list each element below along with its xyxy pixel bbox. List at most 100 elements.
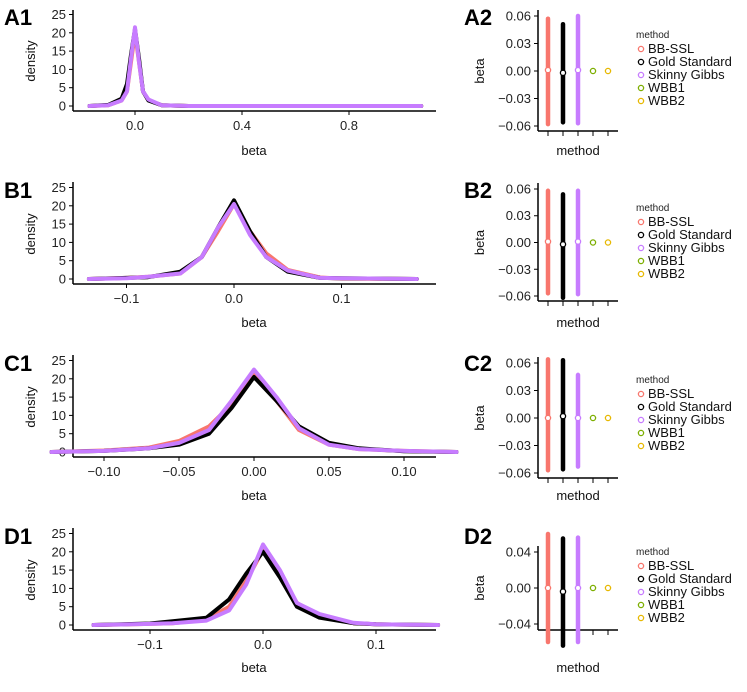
x-axis-label: beta	[241, 315, 267, 330]
point-estimate-wbb1	[589, 67, 597, 75]
density-line-bb-ssl	[49, 373, 459, 454]
legend-title: method	[636, 375, 669, 386]
x-tick-label: 0.1	[367, 637, 385, 652]
legend-key	[637, 429, 645, 437]
y-tick-label: 20	[52, 25, 66, 40]
density-line-bb-ssl	[91, 548, 441, 627]
legend-item: Gold Standard	[648, 571, 732, 586]
y-tick-label: 5	[59, 599, 66, 614]
legend-key	[637, 390, 645, 398]
legend-item: WBB1	[648, 253, 685, 268]
x-tick-label: −0.10	[88, 464, 121, 479]
point-estimate-wbb1	[589, 414, 597, 422]
y-tick-label: 0.00	[506, 235, 531, 250]
y-tick-label: 20	[52, 198, 66, 213]
legend-title: method	[636, 203, 669, 214]
y-tick-label: −0.03	[498, 438, 531, 453]
legend-title: method	[636, 547, 669, 558]
legend-item: WBB1	[648, 425, 685, 440]
density-line-skinny-gibbs	[49, 367, 459, 454]
legend-key	[637, 231, 645, 239]
x-axis-label: beta	[241, 143, 267, 158]
y-tick-label: −0.03	[498, 262, 531, 277]
y-tick-label: 0.03	[506, 36, 531, 51]
legend-item: WBB2	[648, 438, 685, 453]
legend-key	[637, 45, 645, 53]
point-estimate-gold-standard	[559, 69, 567, 77]
point-estimate-bb-ssl	[544, 414, 552, 422]
x-tick-label: 0.1	[332, 291, 350, 306]
legend-item: BB-SSL	[648, 386, 694, 401]
y-tick-label: 15	[52, 217, 66, 232]
legend-key	[637, 416, 645, 424]
legend-key	[637, 84, 645, 92]
x-tick-label: −0.1	[137, 637, 163, 652]
y-tick-label: 0.00	[506, 64, 531, 79]
legend-item: WBB1	[648, 80, 685, 95]
point-estimate-skinny-gibbs	[574, 414, 582, 422]
panel-label: B1	[4, 178, 32, 203]
density-line-skinny-gibbs	[91, 542, 441, 627]
legend-key	[637, 71, 645, 79]
y-tick-label: 25	[52, 180, 66, 195]
legend-item: Skinny Gibbs	[648, 240, 725, 255]
point-estimate-wbb2	[604, 67, 612, 75]
point-estimate-skinny-gibbs	[574, 238, 582, 245]
y-tick-label: −0.06	[498, 466, 531, 481]
legend-item: BB-SSL	[648, 41, 694, 56]
legend-item: BB-SSL	[648, 558, 694, 573]
legend-title: method	[636, 30, 669, 41]
legend-item: Skinny Gibbs	[648, 67, 725, 82]
x-tick-label: −0.1	[114, 291, 140, 306]
point-estimate-wbb2	[604, 584, 612, 592]
point-estimate-gold-standard	[559, 241, 567, 248]
y-tick-label: −0.03	[498, 91, 531, 106]
x-tick-label: 0.4	[233, 118, 251, 133]
y-tick-label: −0.06	[498, 119, 531, 134]
legend-key	[637, 588, 645, 596]
y-tick-label: 20	[52, 544, 66, 559]
point-estimate-bb-ssl	[544, 584, 552, 592]
x-tick-label: 0.0	[254, 637, 272, 652]
legend-key	[637, 97, 645, 105]
y-axis-label: density	[23, 559, 38, 601]
x-axis-label: method	[556, 143, 599, 158]
y-tick-label: 10	[52, 62, 66, 77]
y-tick-label: 0	[59, 272, 66, 287]
panel-label: C2	[464, 351, 492, 376]
panel-label: C1	[4, 351, 32, 376]
legend-key	[637, 58, 645, 66]
density-line-skinny-gibbs	[86, 202, 419, 281]
legend-item: Gold Standard	[648, 227, 732, 242]
y-tick-label: 10	[52, 235, 66, 250]
y-tick-label: 0.00	[506, 581, 531, 596]
x-axis-label: method	[556, 488, 599, 503]
y-tick-label: 0.06	[506, 181, 531, 196]
legend-key	[637, 270, 645, 278]
y-tick-label: 0.03	[506, 208, 531, 223]
panel-label: D2	[464, 524, 492, 549]
point-estimate-wbb2	[604, 414, 612, 422]
y-axis-label: density	[23, 213, 38, 255]
y-tick-label: −0.04	[498, 617, 531, 632]
y-tick-label: 10	[52, 408, 66, 423]
panel-label: A2	[464, 5, 492, 30]
panel-label: A1	[4, 5, 32, 30]
density-line-gold-standard	[91, 549, 441, 627]
y-tick-label: 25	[52, 526, 66, 541]
point-estimate-gold-standard	[559, 588, 567, 595]
point-estimate-wbb1	[589, 584, 597, 592]
y-tick-label: 15	[52, 390, 66, 405]
y-tick-label: 10	[52, 581, 66, 596]
x-axis-label: beta	[241, 660, 267, 675]
x-tick-label: 0.10	[391, 464, 416, 479]
x-tick-label: 0.0	[225, 291, 243, 306]
legend-item: BB-SSL	[648, 214, 694, 229]
legend-item: WBB1	[648, 597, 685, 612]
legend-key	[637, 218, 645, 226]
y-tick-label: 5	[59, 426, 66, 441]
legend-key	[637, 244, 645, 252]
x-tick-label: 0.0	[126, 118, 144, 133]
y-tick-label: 20	[52, 371, 66, 386]
